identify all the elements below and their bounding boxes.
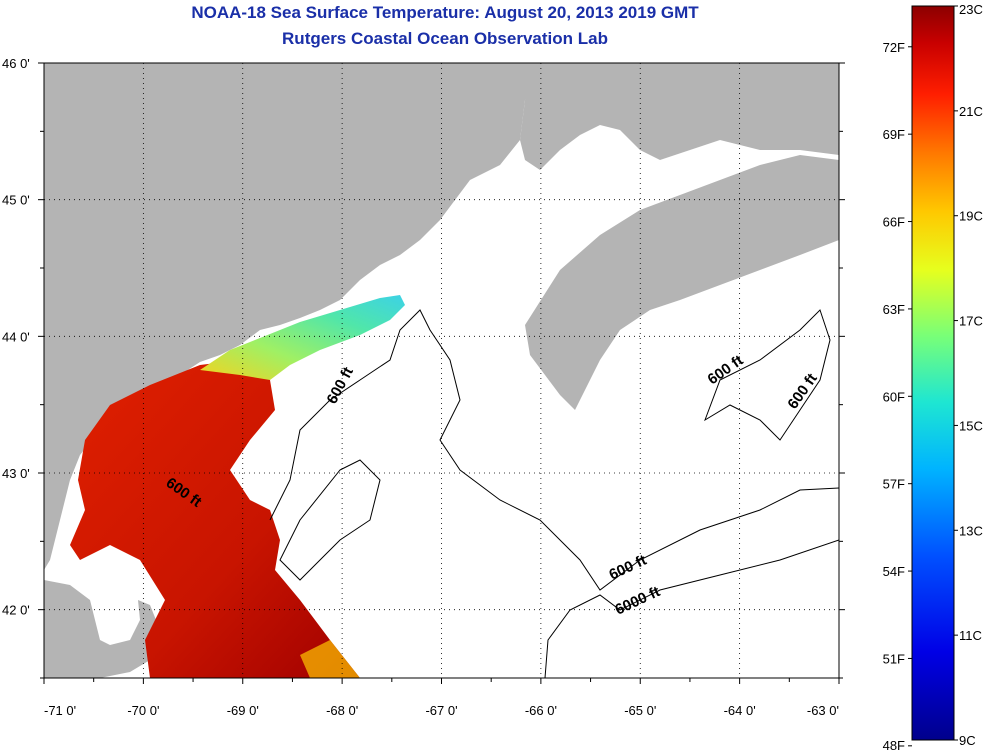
map-subtitle: Rutgers Coastal Ocean Observation Lab (282, 29, 608, 48)
lat-tick-label: 43 0' (2, 466, 30, 481)
land-cape-breton (790, 63, 839, 150)
map-title: NOAA-18 Sea Surface Temperature: August … (191, 3, 699, 22)
colorbar-label-f: 63F (883, 302, 905, 317)
lon-tick-label: -67 0' (425, 703, 457, 718)
land-new-brunswick (520, 63, 839, 170)
lat-tick-label: 42 0' (2, 603, 30, 618)
colorbar-label-c: 21C (959, 104, 983, 119)
lon-tick-label: -71 0' (44, 703, 76, 718)
lon-tick-label: -63 0' (807, 703, 839, 718)
colorbar-label-f: 72F (883, 40, 905, 55)
sst-warm-region (70, 360, 360, 678)
lat-tick-label: 44 0' (2, 329, 30, 344)
longitude-axis-labels: -71 0' -70 0' -69 0' -68 0' -67 0' -66 0' -65 … (44, 703, 839, 718)
land-cape-cod (44, 580, 160, 678)
lon-tick-label: -64 0' (724, 703, 756, 718)
lon-tick-label: -65 0' (624, 703, 656, 718)
colorbar-label-f: 69F (883, 127, 905, 142)
colorbar-celsius-labels: 23C 21C 19C 17C 15C 13C 11C 9C (954, 2, 983, 748)
colorbar-label-c: 17C (959, 314, 983, 329)
lon-tick-label: -69 0' (227, 703, 259, 718)
land-new-england (44, 63, 540, 570)
colorbar-label-f: 60F (883, 389, 905, 404)
latitude-axis-labels: 46 0' 45 0' 44 0' 43 0' 42 0' (2, 56, 30, 618)
colorbar-label-c: 15C (959, 418, 983, 433)
sst-cool-region (200, 295, 405, 380)
colorbar (911, 5, 955, 741)
colorbar-label-c: 19C (959, 209, 983, 224)
colorbar-label-f: 48F (883, 738, 905, 753)
land-nova-scotia (525, 155, 839, 410)
colorbar-label-c: 13C (959, 523, 983, 538)
lon-tick-label: -68 0' (326, 703, 358, 718)
colorbar-label-c: 9C (959, 733, 976, 748)
colorbar-label-f: 54F (883, 564, 905, 579)
colorbar-label-f: 51F (883, 651, 905, 666)
axis-ticks (38, 62, 845, 684)
colorbar-fahrenheit-labels: 72F 69F 66F 63F 60F 57F 54F 51F 48F (883, 40, 912, 753)
colorbar-label-c: 11C (959, 628, 982, 643)
lat-tick-label: 45 0' (2, 193, 30, 208)
colorbar-label-f: 57F (883, 477, 905, 492)
lon-tick-label: -70 0' (127, 703, 159, 718)
colorbar-label-f: 66F (883, 215, 905, 230)
lon-tick-label: -66 0' (525, 703, 557, 718)
sst-warm-edge (300, 640, 360, 678)
lat-tick-label: 46 0' (2, 56, 30, 71)
colorbar-label-c: 23C (959, 2, 983, 17)
